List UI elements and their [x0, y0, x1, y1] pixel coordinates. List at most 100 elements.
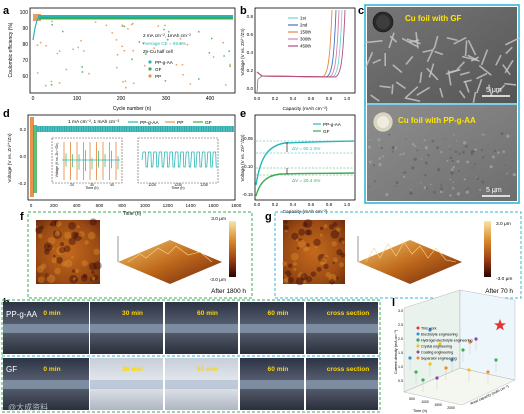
afm-grain: [54, 230, 61, 237]
sem-flake: [434, 50, 444, 56]
sem-grain: [424, 161, 428, 165]
panel-b-legend: 1st 2nd 150th 300th 450th: [288, 16, 312, 49]
inset-xtick: 1225: [148, 183, 156, 187]
panel-e-ylabel: Voltage (V vs. Zn²⁺/Zn): [240, 134, 245, 182]
afm-grain: [53, 219, 60, 226]
sem-grain: [456, 140, 458, 142]
panel-a-ylabel: Coulombic efficiency (%): [8, 22, 14, 77]
panel-e-legend-label: PP-g-AA: [323, 122, 342, 127]
sem-flake: [505, 46, 513, 55]
sem-flake: [496, 84, 506, 94]
panel-b-xtick: 0.4: [290, 96, 297, 101]
sem-grain: [373, 180, 377, 183]
panel-a-annotation-line: 2 mA cm⁻², 1mAh cm⁻²: [143, 33, 191, 38]
panel-l-legend-label: Crystal engineering: [421, 344, 452, 348]
sem-grain: [410, 188, 412, 191]
cycle-curve: [256, 9, 346, 78]
sem-flake: [467, 40, 477, 56]
afm-grain: [92, 277, 95, 281]
scatter-point: [164, 80, 167, 82]
panel-e-yticks: -0.05 -0.10 -0.15: [243, 136, 254, 197]
electrode-band: [240, 324, 304, 333]
sem-grain: [440, 150, 443, 154]
scatter-point: [228, 50, 231, 53]
afm-grain: [283, 276, 289, 282]
panel-a-ppgaa-band: [38, 15, 233, 17]
sem-flake: [504, 59, 514, 74]
data-point: [474, 337, 478, 341]
frame-label: 30 min: [122, 366, 143, 373]
sem-grain: [458, 152, 461, 155]
data-point: [428, 328, 432, 332]
scatter-point: [175, 63, 178, 66]
afm-grain: [64, 259, 73, 268]
afm-grain: [47, 236, 56, 245]
afm-grain: [314, 245, 318, 249]
panel-b-ytick: 0.8: [247, 14, 254, 19]
scatter-point: [56, 52, 59, 55]
panel-d-legend-label: PP: [177, 120, 183, 126]
afm-grain: [330, 229, 340, 239]
panel-a-xtick: 300: [162, 96, 171, 102]
afm-grain: [51, 247, 55, 250]
afm-3d-surface-g: [358, 240, 462, 284]
afm-grain: [338, 237, 345, 244]
sem-flake: [504, 82, 517, 86]
panel-a-ytick: 80: [22, 42, 28, 48]
scatter-point: [229, 63, 231, 66]
afm-grain: [70, 255, 75, 260]
sem-flakes: [364, 32, 520, 103]
scatter-point: [127, 27, 129, 30]
legend-marker: [148, 74, 152, 78]
sem-flake: [456, 61, 466, 71]
sem-grain: [388, 133, 391, 136]
sem-grain: [416, 149, 419, 152]
sem-flake: [488, 84, 493, 97]
scatter-point: [189, 83, 192, 85]
afm-grain: [332, 261, 336, 264]
panel-l-ztick: 1.5: [398, 351, 403, 355]
panel-d-ppgaa-band: [36, 126, 234, 132]
afm-grain: [64, 231, 72, 239]
afm-grain: [46, 274, 56, 284]
panel-a-yticks: 60 70 80 90 100: [20, 10, 29, 80]
scatter-point: [197, 78, 200, 80]
afm-grain: [91, 276, 96, 280]
afm-grain: [58, 246, 66, 254]
sem-grain: [391, 146, 395, 150]
panel-a-ppgaa-initial-rise: [32, 15, 41, 41]
scatter-point: [131, 58, 134, 61]
afm-colorbar-g: [484, 221, 491, 277]
sem-flake: [433, 35, 439, 49]
panel-a-ytick: 70: [22, 58, 28, 64]
panel-b: Voltage (V vs. Zn²⁺/Zn) Capacity (mAh cm…: [240, 7, 356, 112]
panel-l-legend-label: This work: [421, 326, 437, 330]
sem-grain: [476, 195, 479, 197]
sem-flake: [389, 35, 398, 43]
scatter-point: [36, 44, 39, 47]
sem-flake: [372, 58, 382, 64]
afm-grain: [44, 273, 50, 278]
sem-grain: [463, 178, 466, 181]
data-point: [428, 362, 432, 366]
panel-f-scale-max: 3.0 μm: [211, 216, 226, 222]
sem-flake: [395, 81, 406, 90]
panel-b-plot-frame: [254, 7, 356, 94]
scatter-point: [142, 42, 145, 44]
sem-grain: [483, 134, 486, 136]
sem-flake: [495, 54, 502, 66]
sem-grain: [368, 139, 371, 141]
panel-l-ztick: 2.0: [398, 337, 403, 341]
afm-grain: [283, 278, 289, 284]
panel-g-scale-min: -3.0 μm: [496, 276, 512, 282]
afm-grain: [71, 231, 79, 239]
sem-grain: [433, 190, 436, 194]
afm-grain: [68, 222, 76, 230]
afm-grain: [287, 276, 294, 284]
afm-grain: [284, 229, 288, 233]
scatter-point: [122, 80, 124, 83]
sem-grain: [497, 151, 500, 154]
afm-grain: [323, 263, 329, 270]
panel-h-row-label: PP-g-AA: [6, 310, 38, 319]
frame-label: cross section: [327, 366, 370, 373]
